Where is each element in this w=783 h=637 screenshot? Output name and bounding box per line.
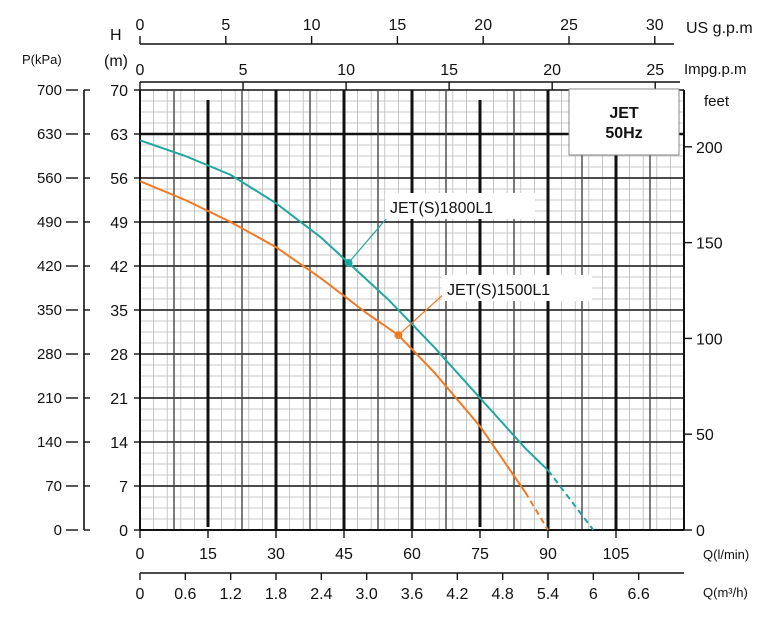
q-m3h-tick-label: 1.2 — [220, 586, 242, 603]
us-gpm-tick-label: 5 — [221, 17, 230, 34]
q-m3h-tick-label: 6 — [589, 586, 598, 603]
head-tick-label: 63 — [110, 127, 128, 144]
head-tick-label: 14 — [110, 435, 128, 452]
pressure-axis-label: P(kPa) — [22, 52, 62, 67]
q-lmin-tick-label: 30 — [267, 546, 285, 563]
head-tick-label: 49 — [110, 215, 128, 232]
us-gpm-tick-label: 20 — [474, 17, 492, 34]
head-tick-label: 56 — [110, 171, 128, 188]
head-tick-label: 35 — [110, 303, 128, 320]
series-label-1500-text: JET(S)1500L1 — [447, 282, 550, 299]
pressure-tick-label: 70 — [45, 478, 62, 495]
curve-dashed-0 — [547, 469, 595, 531]
imp-gpm-tick-label: 25 — [646, 62, 664, 79]
pressure-tick-label: 700 — [37, 82, 62, 99]
q-lmin-axis-label: Q(l/min) — [703, 547, 749, 562]
head-tick-label: 28 — [110, 347, 128, 364]
q-m3h-tick-label: 4.8 — [492, 586, 514, 603]
q-m3h-tick-label: 1.8 — [265, 586, 287, 603]
imp-gpm-tick-label: 15 — [440, 62, 458, 79]
head-tick-label: 7 — [119, 479, 128, 496]
us-gpm-tick-label: 25 — [560, 17, 578, 34]
head-tick-label: 70 — [110, 83, 128, 100]
q-m3h-tick-label: 3.0 — [356, 586, 378, 603]
us-gpm-tick-label: 0 — [136, 17, 145, 34]
q-m3h-tick-label: 2.4 — [310, 586, 332, 603]
head-axis-label-top: H — [110, 27, 122, 44]
feet-tick-label: 100 — [696, 331, 723, 348]
us-gpm-tick-label: 30 — [646, 17, 664, 34]
head-axis-label-bottom: (m) — [104, 53, 128, 70]
imp-gpm-tick-label: 20 — [543, 62, 561, 79]
q-lmin-tick-label: 60 — [403, 546, 421, 563]
us-gpm-axis-label: US g.p.m — [686, 20, 753, 37]
q-m3h-tick-label: 6.6 — [628, 586, 650, 603]
leader-1800 — [348, 211, 393, 264]
corner-label-box: JET 50Hz — [568, 88, 680, 156]
pressure-tick-label: 210 — [37, 390, 62, 407]
corner-label-line2: 50Hz — [605, 125, 642, 142]
series-label-1500: JET(S)1500L1 — [442, 275, 592, 301]
us-gpm-tick-label: 15 — [389, 17, 407, 34]
q-lmin-tick-label: 90 — [539, 546, 557, 563]
head-tick-label: 42 — [110, 259, 128, 276]
corner-label-line1: JET — [609, 105, 639, 122]
feet-tick-label: 200 — [696, 140, 723, 157]
feet-tick-label: 50 — [696, 427, 714, 444]
q-lmin-tick-label: 105 — [603, 546, 630, 563]
imp-gpm-tick-label: 5 — [239, 62, 248, 79]
series-label-1800-text: JET(S)1800L1 — [390, 200, 493, 217]
feet-axis-label: feet — [704, 93, 730, 110]
pressure-tick-label: 350 — [37, 302, 62, 319]
imp-gpm-tick-label: 10 — [337, 62, 355, 79]
q-m3h-tick-label: 4.2 — [446, 586, 468, 603]
pressure-tick-label: 420 — [37, 258, 62, 275]
q-m3h-tick-label: 0.6 — [174, 586, 196, 603]
pressure-tick-label: 630 — [37, 126, 62, 143]
curve-1 — [139, 180, 527, 493]
pressure-tick-label: 140 — [37, 434, 62, 451]
q-m3h-tick-label: 3.6 — [401, 586, 423, 603]
q-m3h-axis-label: Q(m³/h) — [703, 585, 748, 600]
feet-tick-label: 150 — [696, 236, 723, 253]
q-lmin-tick-label: 15 — [199, 546, 217, 563]
us-gpm-tick-label: 10 — [303, 17, 321, 34]
imp-gpm-tick-label: 0 — [136, 62, 145, 79]
feet-tick-label: 0 — [696, 523, 705, 540]
pressure-tick-label: 0 — [54, 522, 62, 539]
head-tick-label: 0 — [119, 523, 128, 540]
series-label-1800: JET(S)1800L1 — [385, 193, 535, 219]
q-lmin-tick-label: 45 — [335, 546, 353, 563]
q-m3h-tick-label: 0 — [136, 586, 145, 603]
head-tick-label: 21 — [110, 391, 128, 408]
curve-dashed-1 — [524, 491, 549, 531]
pressure-tick-label: 280 — [37, 346, 62, 363]
pressure-tick-label: 560 — [37, 170, 62, 187]
axis-labels: 0701402102803504204905606307000714212835… — [37, 17, 723, 603]
q-m3h-tick-label: 5.4 — [537, 586, 559, 603]
leader-1500 — [397, 291, 447, 336]
q-lmin-tick-label: 75 — [471, 546, 489, 563]
q-lmin-tick-label: 0 — [136, 546, 145, 563]
pump-curves — [139, 139, 595, 531]
pressure-tick-label: 490 — [37, 214, 62, 231]
imp-gpm-axis-label: Impg.p.m — [684, 61, 747, 78]
